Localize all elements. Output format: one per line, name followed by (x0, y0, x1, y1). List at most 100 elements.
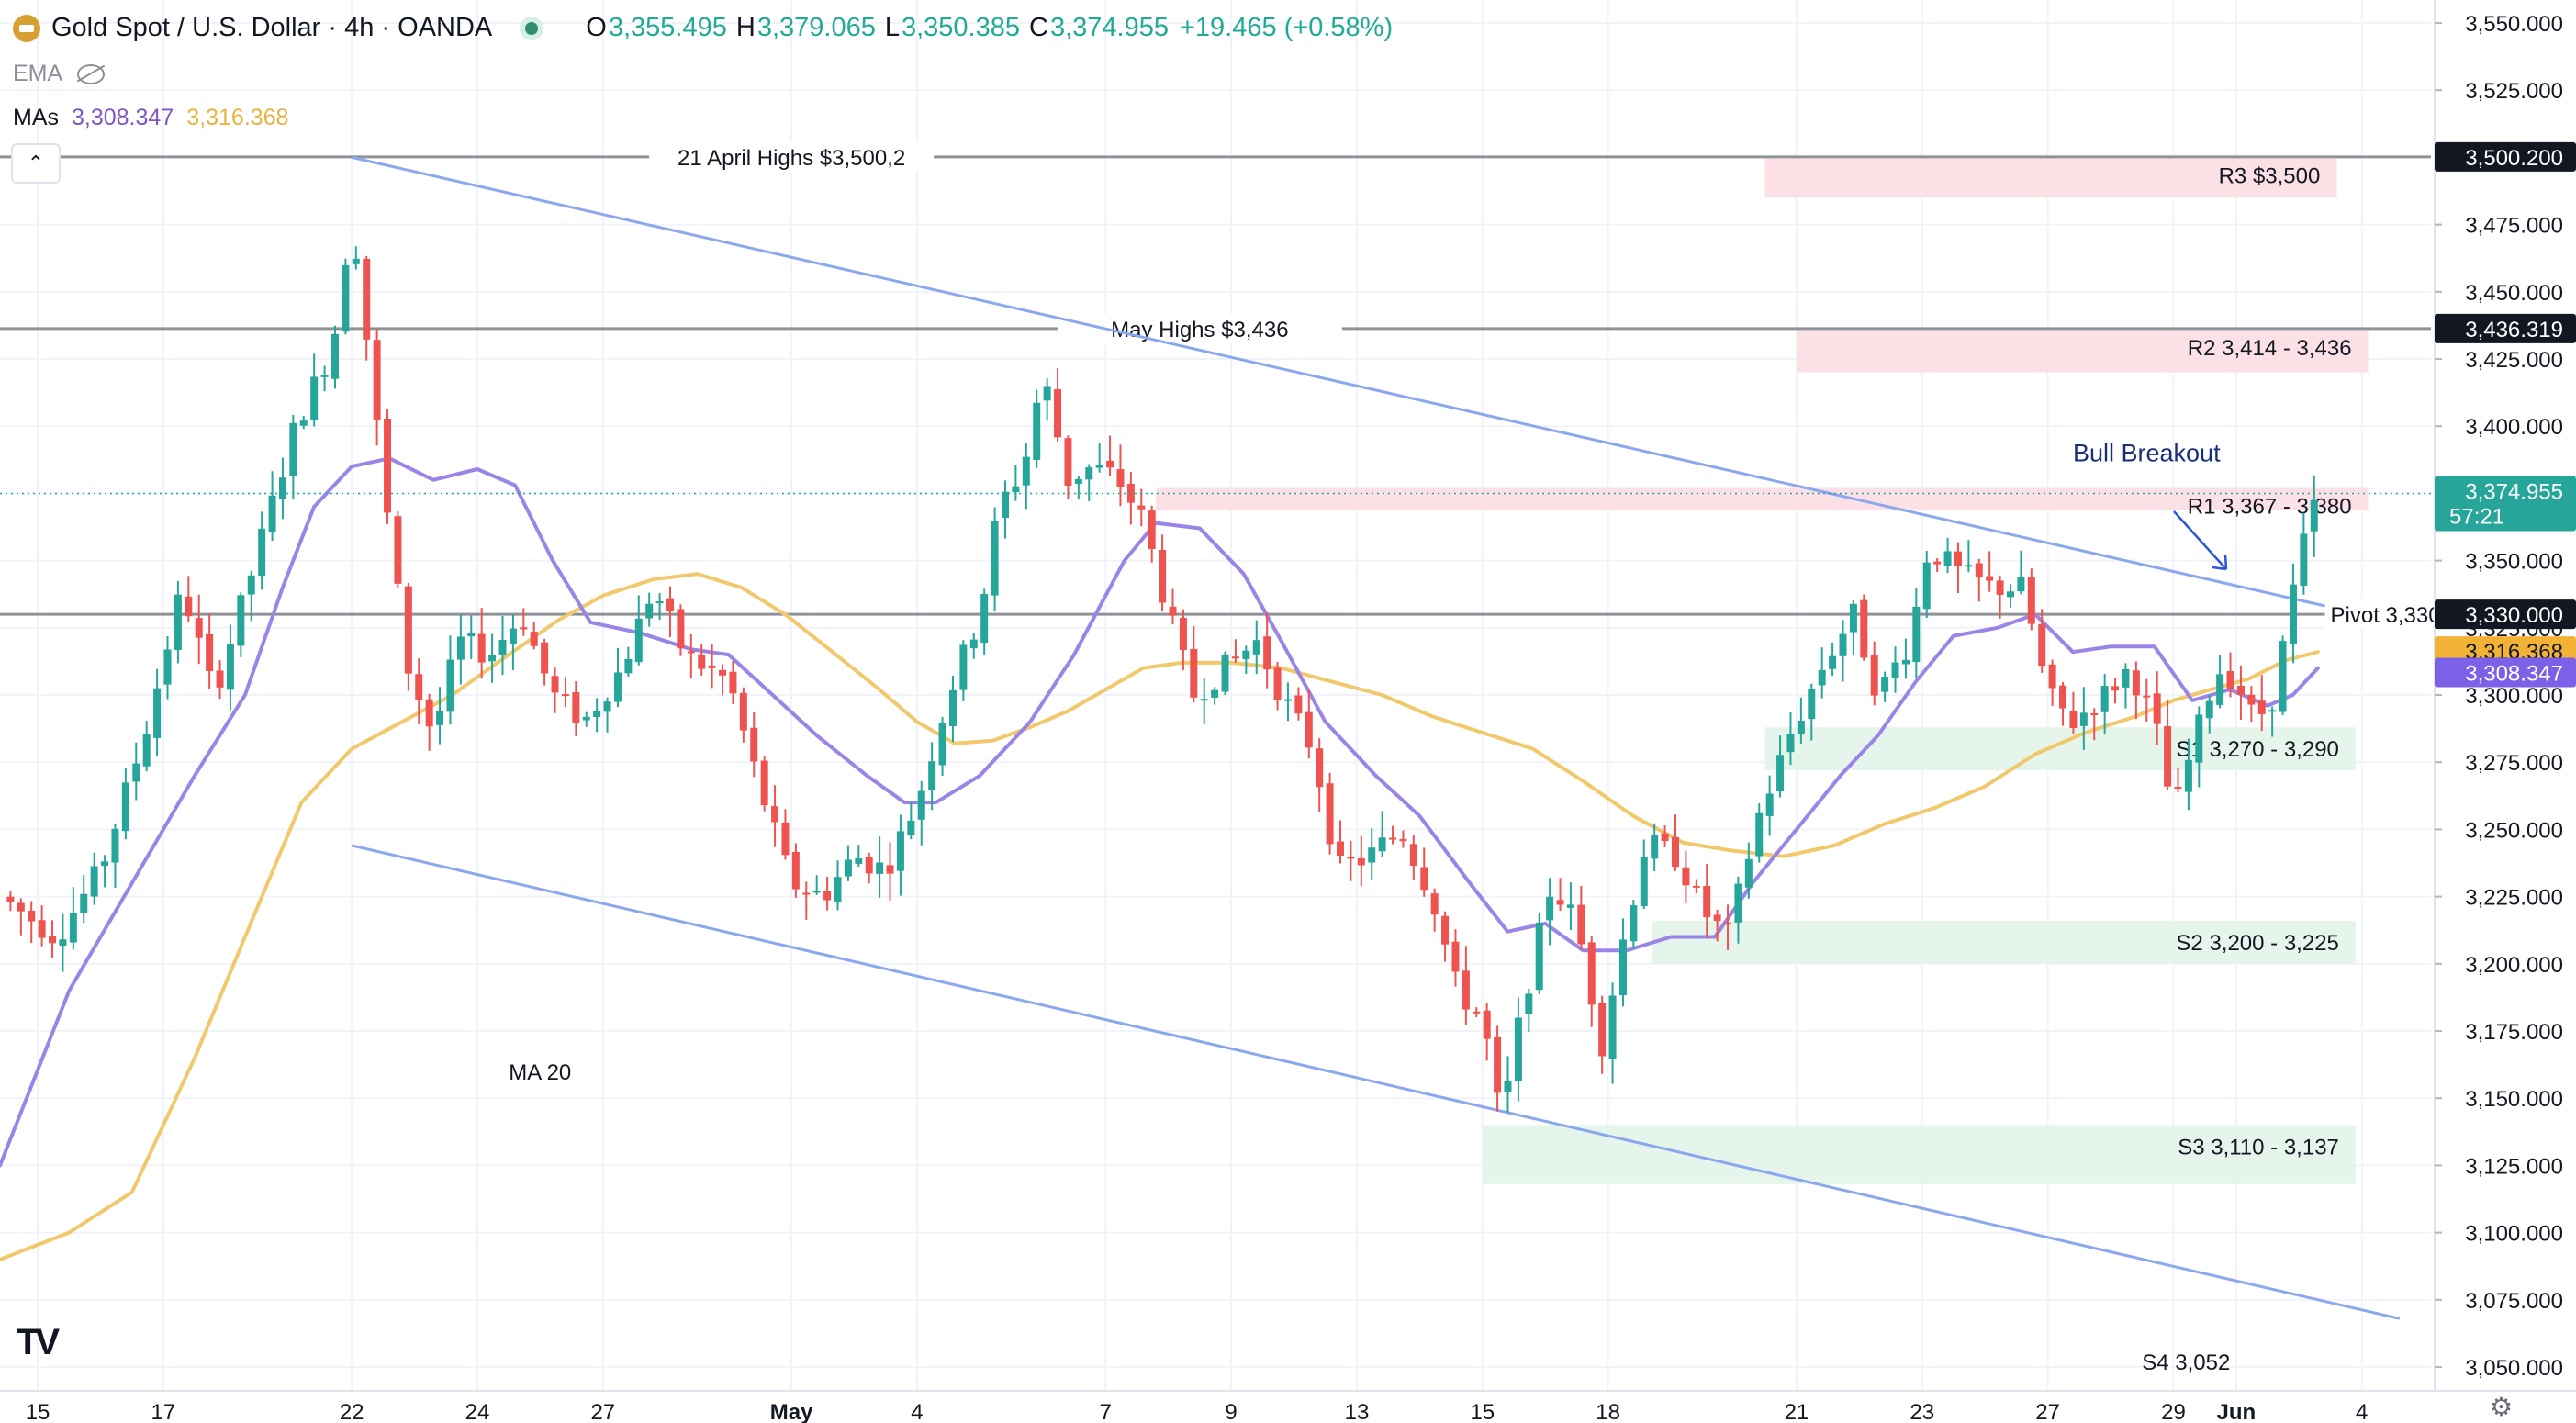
candle-body (2184, 759, 2192, 792)
candle-body (1744, 858, 1753, 888)
gold-symbol-icon (13, 14, 40, 42)
candle-body (1734, 883, 1742, 923)
candle-body (258, 528, 266, 577)
price-axis-badge (2435, 141, 2576, 172)
candle-body (153, 688, 162, 738)
candle-body (1692, 885, 1700, 888)
ema-label: EMA (13, 61, 63, 86)
tradingview-logo-icon[interactable]: TV (17, 1322, 60, 1362)
candle-body (1054, 388, 1062, 438)
price-axis-badge (2435, 476, 2576, 532)
price-tick-label: 3,275.000 (2465, 751, 2563, 776)
candle-body (1190, 648, 1198, 698)
candle-body (1535, 922, 1543, 991)
candle-body (561, 694, 569, 697)
candle-body (2090, 712, 2099, 716)
candle-body (2174, 787, 2182, 790)
ma-fast-value: 3,308.347 (72, 105, 174, 130)
candle-body (352, 258, 360, 264)
candle-body (1556, 900, 1564, 905)
candle-body (1965, 565, 1973, 567)
time-tick-label: 15 (1470, 1400, 1495, 1423)
candle-body (2216, 674, 2224, 705)
price-axis-badge-value: 3,374.955 (2465, 480, 2563, 505)
ema-indicator-row[interactable]: EMA (13, 61, 106, 87)
candle-body (1106, 460, 1114, 468)
candle-body (1954, 551, 1962, 567)
candle-body (2226, 670, 2234, 690)
candle-body (101, 861, 109, 867)
candle-body (1336, 841, 1344, 857)
candle-body (959, 644, 968, 690)
candle-body (1797, 720, 1805, 734)
price-axis-badge-value: 3,500.200 (2465, 146, 2563, 171)
chart-annotation: MA 20 (509, 1060, 571, 1085)
support-zone (1652, 920, 2356, 964)
candle-body (1378, 837, 1386, 852)
candle-body (1231, 656, 1239, 659)
candle-body (1148, 510, 1156, 549)
candle-body (1818, 669, 1826, 686)
price-tick-label: 3,300.000 (2465, 684, 2563, 709)
candle-body (781, 822, 790, 856)
candle-body (791, 851, 800, 890)
candle-body (928, 761, 936, 790)
candle-body (363, 258, 371, 340)
candle-body (1776, 755, 1785, 792)
candle-body (1630, 905, 1638, 942)
candle-body (2132, 670, 2140, 696)
candle-body (834, 877, 842, 902)
ma-fast-line (0, 456, 2320, 1168)
candle-body (655, 601, 664, 604)
candle-body (1305, 712, 1313, 748)
candle-body (1294, 695, 1303, 714)
change-value: +19.465 (+0.58%) (1179, 13, 1394, 42)
candle-body (1546, 896, 1554, 921)
support-zone-label: S3 3,110 - 3,137 (2178, 1135, 2339, 1160)
candle-body (111, 828, 119, 863)
symbol-title[interactable]: Gold Spot / U.S. Dollar · 4h · OANDA (51, 13, 493, 42)
candle-body (969, 639, 978, 649)
candle-body (2038, 623, 2046, 667)
candle-countdown: 57:21 (2449, 505, 2504, 530)
candle-body (342, 264, 350, 332)
price-tick-label: 3,075.000 (2465, 1289, 2563, 1314)
candle-body (980, 593, 989, 644)
candle-body (69, 913, 77, 943)
candle-body (1933, 561, 1942, 565)
candle-body (163, 649, 172, 685)
resistance-zone (1764, 157, 2337, 198)
candle-body (1095, 465, 1103, 468)
price-tick-label: 3,350.000 (2465, 550, 2563, 575)
candle-body (2310, 499, 2318, 532)
candle-body (1891, 662, 1899, 678)
candle-body (1703, 885, 1711, 918)
candle-body (80, 893, 88, 913)
candle-body (174, 594, 182, 651)
gear-icon[interactable]: ⚙ (2490, 1393, 2514, 1421)
candle-body (666, 598, 674, 612)
candle-body (2017, 577, 2025, 592)
candle-body (2027, 577, 2035, 624)
hidden-eye-icon[interactable] (77, 63, 106, 84)
breakout-arrow-shaft (2173, 510, 2227, 570)
candle-body (2268, 710, 2277, 712)
candle-body (330, 333, 339, 379)
candle-body (17, 902, 25, 912)
candle-body (2006, 591, 2014, 598)
candle-body (195, 618, 203, 638)
mas-indicator-row[interactable]: MAs 3,308.347 3,316.368 (13, 105, 288, 131)
candle-body (1116, 469, 1125, 487)
candle-body (1273, 667, 1282, 700)
candle-body (1682, 867, 1690, 886)
collapse-legend-button[interactable]: ⌃ (11, 143, 61, 184)
high-label: H (735, 13, 756, 42)
resistance-zone-label: R1 3,367 - 3,380 (2188, 495, 2352, 520)
candle-body (1943, 551, 1952, 566)
candle-body (2048, 664, 2056, 689)
price-tick-label: 3,450.000 (2465, 281, 2563, 306)
candle-body (1860, 599, 1868, 658)
candle-body (6, 896, 15, 902)
candle-body (844, 859, 852, 877)
